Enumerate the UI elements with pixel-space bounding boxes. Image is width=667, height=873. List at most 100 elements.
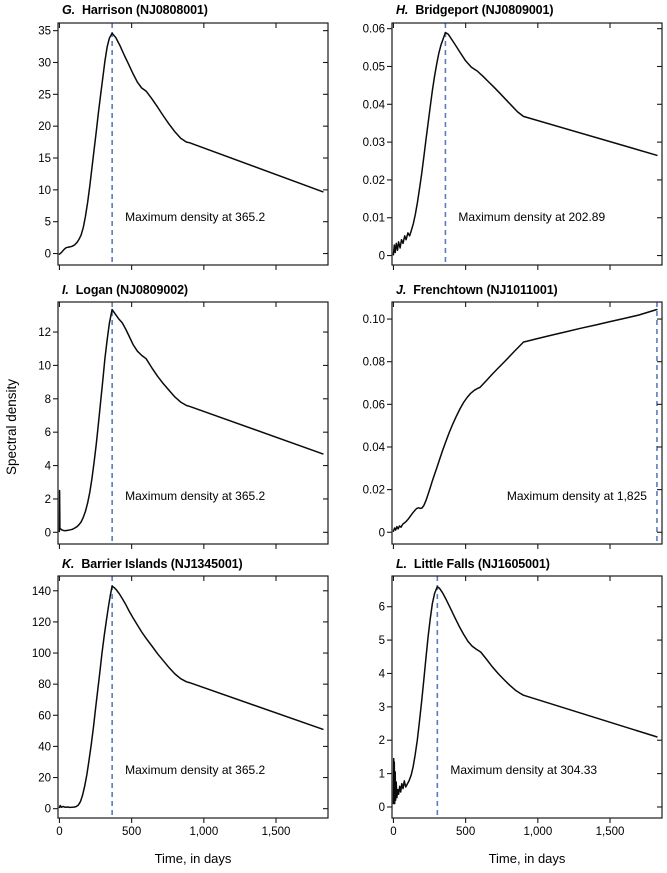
panel-title: J. Frenchtown (NJ1011001) xyxy=(396,283,558,297)
y-tick-label: 0 xyxy=(379,527,385,539)
panel-G-plot: 0 5 10 15 20 25 30 35 Maximum density at 365.2 xyxy=(38,22,329,270)
y-tick-label: 20 xyxy=(38,773,51,785)
station-name: Frenchtown (NJ1011001) xyxy=(413,283,558,297)
max-density-annotation: Maximum density at 365.2 xyxy=(125,763,265,777)
panel-K-plot: 0 20 40 60 80 100 120 140 0 500 1,000 1,500 Maximum … xyxy=(32,575,329,838)
y-tick-label: 2 xyxy=(379,735,385,747)
axes-box xyxy=(57,22,329,266)
panel-title: K. Barrier Islands (NJ1345001) xyxy=(62,557,243,571)
panel-letter: K. xyxy=(62,557,75,571)
axes-box xyxy=(391,301,663,545)
y-tick-label: 0.01 xyxy=(363,213,385,225)
y-tick-label: 40 xyxy=(38,741,51,753)
y-tick-label: 0.06 xyxy=(363,399,385,411)
y-tick-label: 30 xyxy=(38,57,51,69)
panel-title: G. Harrison (NJ0808001) xyxy=(62,3,208,17)
y-tick-label: 1 xyxy=(379,769,385,781)
spectral-density-curve xyxy=(58,308,324,533)
panel-title: L. Little Falls (NJ1605001) xyxy=(396,557,550,571)
axes-box xyxy=(391,575,663,819)
panel-K: K. Barrier Islands (NJ1345001) 0 20 40 60 80 1… xyxy=(0,553,333,853)
y-tick-label: 0.05 xyxy=(363,61,385,73)
y-tick-label: 4 xyxy=(45,461,52,473)
max-density-annotation: Maximum density at 365.2 xyxy=(125,210,265,224)
y-tick-label: 0.04 xyxy=(363,442,386,454)
max-density-annotation: Maximum density at 202.89 xyxy=(458,210,605,224)
x-tick-label: 500 xyxy=(122,826,141,838)
y-tick-label: 6 xyxy=(45,427,51,439)
station-name: Barrier Islands (NJ1345001) xyxy=(81,557,243,571)
y-tick-label: 120 xyxy=(32,617,51,629)
panel-J-plot: 0 0.02 0.04 0.06 0.08 0.10 Maximum density at … xyxy=(363,301,663,549)
y-tick-label: 20 xyxy=(38,121,51,133)
panel-title: I. Logan (NJ0809002) xyxy=(62,283,188,297)
y-tick-label: 0.08 xyxy=(363,357,385,369)
x-tick-label: 1,000 xyxy=(189,826,218,838)
panel-letter: I. xyxy=(62,283,69,297)
spectral-density-curve xyxy=(58,585,324,809)
panel-L: L. Little Falls (NJ1605001) 0 1 2 3 4 5 6 0 500 1,… xyxy=(334,553,667,853)
x-tick-label: 1,500 xyxy=(262,826,291,838)
x-axis-label-right: Time, in days xyxy=(488,851,566,866)
panel-L-plot: 0 1 2 3 4 5 6 0 500 1,000 1,500 Maximum density at … xyxy=(379,575,663,838)
panel-letter: G. xyxy=(62,3,75,17)
y-tick-label: 0.02 xyxy=(363,485,385,497)
panel-J: J. Frenchtown (NJ1011001) 0 0.02 0.04 0.06 0.… xyxy=(334,279,667,559)
station-name: Little Falls (NJ1605001) xyxy=(413,557,550,571)
y-tick-label: 0 xyxy=(379,251,385,263)
panel-G: G. Harrison (NJ0808001) 0 5 10 15 20 25 30 35 Max… xyxy=(0,0,333,280)
y-tick-label: 0.03 xyxy=(363,137,385,149)
max-density-annotation: Maximum density at 365.2 xyxy=(125,489,265,503)
y-tick-label: 2 xyxy=(45,494,51,506)
y-tick-label: 60 xyxy=(38,710,51,722)
y-tick-label: 80 xyxy=(38,679,51,691)
station-name: Bridgeport (NJ0809001) xyxy=(415,3,554,17)
panel-letter: J. xyxy=(396,283,407,297)
y-tick-label: 4 xyxy=(379,668,386,680)
y-tick-label: 0.02 xyxy=(363,175,385,187)
y-tick-label: 0 xyxy=(45,804,51,816)
y-tick-label: 3 xyxy=(379,702,385,714)
x-tick-label: 0 xyxy=(56,826,62,838)
panel-I-plot: 0 2 4 6 8 10 12 Maximum density at 365.2 xyxy=(38,301,329,549)
y-tick-label: 8 xyxy=(45,394,51,406)
y-tick-label: 35 xyxy=(38,26,51,38)
y-tick-label: 5 xyxy=(45,217,51,229)
panel-letter: L. xyxy=(396,557,407,571)
panel-letter: H. xyxy=(396,3,409,17)
x-tick-label: 0 xyxy=(390,826,396,838)
y-tick-label: 12 xyxy=(38,327,51,339)
y-tick-label: 15 xyxy=(38,153,51,165)
panel-I: I. Logan (NJ0809002) 0 2 4 6 8 10 12 Maximum den… xyxy=(0,279,333,559)
station-name: Harrison (NJ0808001) xyxy=(82,3,208,17)
y-tick-label: 0.04 xyxy=(363,99,386,111)
panel-H: H. Bridgeport (NJ0809001) 0 0.01 0.02 0.03 0.… xyxy=(334,0,667,280)
y-tick-label: 0.06 xyxy=(363,24,385,36)
spectral-density-curve xyxy=(58,32,324,255)
y-tick-label: 140 xyxy=(32,586,51,598)
y-tick-label: 5 xyxy=(379,635,385,647)
spectral-density-curve xyxy=(392,585,658,805)
x-tick-label: 500 xyxy=(456,826,475,838)
y-tick-label: 6 xyxy=(379,602,385,614)
panel-H-plot: 0 0.01 0.02 0.03 0.04 0.05 0.06 Maximum density… xyxy=(363,22,663,270)
spectral-density-curve xyxy=(392,31,658,256)
station-name: Logan (NJ0809002) xyxy=(75,283,188,297)
max-density-annotation: Maximum density at 304.33 xyxy=(450,763,597,777)
axes-box xyxy=(57,575,329,819)
y-tick-label: 0.10 xyxy=(363,314,385,326)
y-tick-label: 10 xyxy=(38,185,51,197)
y-tick-label: 0 xyxy=(45,249,51,261)
x-tick-label: 1,500 xyxy=(596,826,625,838)
y-tick-label: 0 xyxy=(45,527,51,539)
y-tick-label: 10 xyxy=(38,360,51,372)
x-tick-label: 1,000 xyxy=(523,826,552,838)
axes-box xyxy=(57,301,329,545)
y-tick-label: 0 xyxy=(379,802,385,814)
max-density-annotation: Maximum density at 1,825 xyxy=(507,489,647,503)
x-axis-label-left: Time, in days xyxy=(154,851,232,866)
spectral-density-curve xyxy=(392,308,658,532)
axes-box xyxy=(391,22,663,266)
y-axis-label: Spectral density xyxy=(4,378,19,476)
